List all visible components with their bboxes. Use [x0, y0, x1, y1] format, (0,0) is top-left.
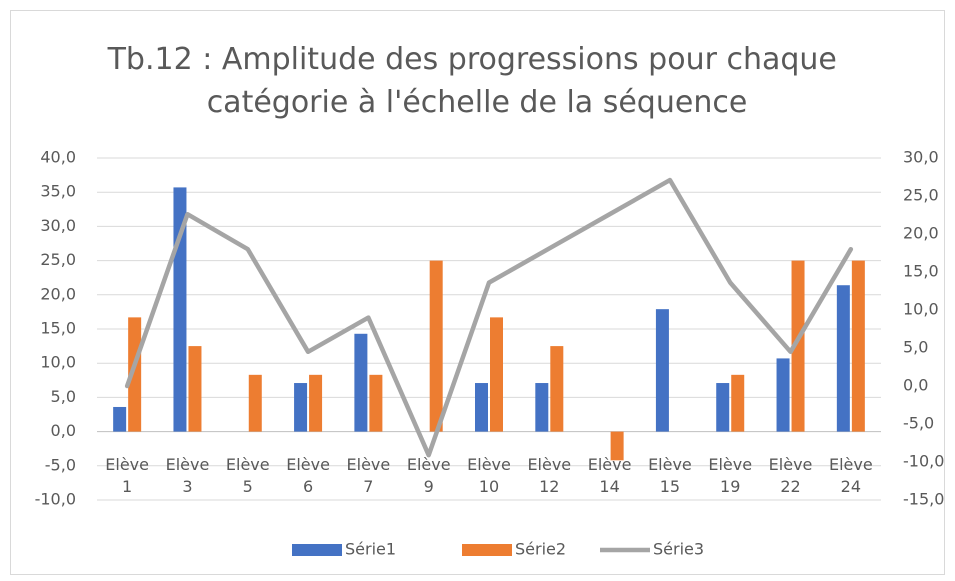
y-tick-label: 25,0	[40, 250, 76, 269]
bar	[309, 374, 323, 432]
x-tick-label: Elève 1	[105, 454, 149, 496]
line	[124, 177, 854, 458]
x-tick-label: Elève 6	[286, 454, 330, 496]
bar	[550, 346, 564, 432]
x-tick-label: Elève 3	[165, 454, 210, 496]
legend-label: Série2	[515, 540, 566, 559]
bar	[113, 406, 127, 432]
y2-tick-label: -15,0	[903, 490, 944, 509]
y-tick-label: 20,0	[40, 284, 76, 303]
y2-tick-label: 0,0	[903, 376, 928, 395]
y2-tick-label: 20,0	[903, 224, 939, 243]
x-tick-label: Elève 24	[828, 454, 873, 496]
x-tick-label: Elève 7	[346, 454, 391, 496]
y-tick-label: 35,0	[40, 182, 76, 201]
y-tick-label: 30,0	[40, 216, 76, 235]
y2-tick-label: 10,0	[903, 300, 939, 319]
chart-border	[10, 10, 945, 575]
bar	[610, 431, 624, 461]
x-tick-label: Elève 22	[768, 454, 813, 496]
bar	[128, 317, 142, 432]
y-tick-label: 5,0	[51, 387, 76, 406]
x-tick-label: Elève 10	[467, 454, 511, 496]
legend-label: Série1	[345, 540, 396, 559]
y-tick-label: 15,0	[40, 319, 76, 338]
y-tick-label: 10,0	[40, 353, 76, 372]
bar	[354, 333, 368, 432]
x-tick-label: Elève 5	[225, 454, 270, 496]
bar	[851, 260, 865, 432]
y2-tick-label: 15,0	[903, 262, 939, 281]
bar	[188, 346, 202, 432]
bar	[655, 309, 669, 432]
chart-title: Tb.12 : Amplitude des progressions pour …	[107, 42, 847, 120]
x-tick-label: Elève 9	[406, 454, 451, 496]
bar	[776, 358, 790, 432]
legend-label: Série3	[653, 540, 704, 559]
y2-tick-label: 25,0	[903, 186, 939, 205]
bar	[716, 383, 730, 432]
bar	[731, 374, 745, 432]
x-tick-label: Elève 12	[527, 454, 572, 496]
y2-tick-label: 5,0	[903, 338, 928, 357]
bar	[535, 383, 549, 432]
x-tick-label: Elève 15	[648, 454, 692, 496]
bar	[429, 260, 443, 432]
bar	[369, 374, 383, 432]
x-tick-label: Elève 19	[708, 454, 753, 496]
y2-tick-label: 30,0	[903, 148, 939, 167]
y-tick-label: -10,0	[35, 490, 76, 509]
x-tick-label: Elève 14	[587, 454, 632, 496]
bar	[791, 260, 805, 432]
legend-swatch	[292, 544, 342, 556]
bar	[475, 383, 488, 432]
y-tick-label: -5,0	[45, 455, 76, 474]
y-tick-label: 40,0	[40, 148, 76, 167]
bar	[248, 374, 262, 432]
bar	[836, 285, 850, 432]
y2-tick-label: -5,0	[903, 414, 934, 433]
bar	[294, 383, 308, 432]
legend-swatch	[462, 544, 512, 556]
bar	[490, 317, 503, 432]
y-tick-label: 0,0	[51, 421, 76, 440]
y2-tick-label: -10,0	[903, 452, 944, 471]
